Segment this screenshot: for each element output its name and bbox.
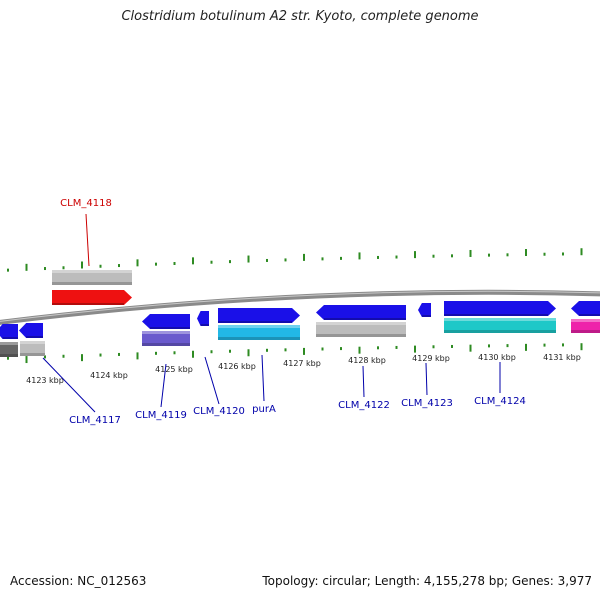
leader-line-clm4119 (160, 363, 167, 408)
gene-label-clm4117: CLM_4117 (69, 415, 121, 426)
gene-label-clm4120: CLM_4120 (193, 406, 245, 417)
leader-line-pura (261, 354, 265, 402)
feature-gene-clm4124-shade (444, 330, 556, 333)
genome-backbone (0, 289, 600, 325)
feature-cds-clm4122-shade (324, 318, 406, 320)
gene-label-clm4124: CLM_4124 (474, 396, 526, 407)
feature-gene-right-edge-shade (571, 330, 600, 333)
feature-gene-clm4122 (316, 322, 406, 337)
genome-summary-text: Topology: circular; Length: 4,155,278 bp… (262, 574, 592, 588)
leader-line-clm4122 (362, 365, 365, 398)
feature-gene-clm4118-highlight (52, 270, 132, 273)
feature-cds-clm4120 (197, 311, 209, 326)
gene-label-pura: purA (252, 404, 276, 415)
feature-gene-clm4122-highlight (316, 322, 406, 325)
feature-gene-clm4124-highlight (444, 318, 556, 321)
scale-tick-label: 4126 kbp (218, 362, 256, 371)
feature-gene-clm4117-shade (20, 353, 45, 356)
feature-gene-left-edge-highlight (0, 342, 18, 345)
feature-gene-clm4119-shade (142, 343, 190, 346)
feature-gene-left-edge (0, 342, 18, 357)
leader-line-clm4120 (204, 356, 220, 405)
scale-tick-label: 4123 kbp (26, 376, 64, 385)
feature-gene-pura-shade (218, 337, 300, 340)
feature-gene-left-edge-shade (0, 354, 18, 357)
map-title: Clostridium botulinum A2 str. Kyoto, com… (121, 9, 479, 24)
feature-cds-left-edge-shade (2, 337, 18, 339)
feature-gene-clm4118-shade (52, 282, 132, 285)
feature-cds-clm4122 (316, 305, 406, 320)
feature-cds-pura-shade (218, 321, 292, 323)
scale-tick-label: 4129 kbp (412, 354, 450, 363)
label-layer: 4123 kbp 4124 kbp 4125 kbp 4126 kbp 4127 kbp… (26, 198, 581, 426)
feature-gene-clm4119-highlight (142, 331, 190, 334)
feature-cds-right-edge (571, 301, 600, 316)
feature-cds-clm4123-shade (421, 315, 431, 317)
feature-cds-clm4119 (142, 314, 190, 329)
feature-cds-clm4118-shade (52, 303, 124, 305)
feature-cds-pura (218, 308, 300, 323)
feature-gene-clm4122-shade (316, 334, 406, 337)
scale-tick-label: 4128 kbp (348, 356, 386, 365)
feature-cds-clm4124-shade (444, 314, 548, 316)
gene-label-clm4123: CLM_4123 (401, 398, 453, 409)
feature-gene-pura-highlight (218, 325, 300, 328)
feature-cds-clm4120-shade (200, 324, 209, 326)
leader-line-clm4118 (85, 213, 90, 267)
gene-label-clm4122: CLM_4122 (338, 400, 390, 411)
leader-line-clm4123 (425, 362, 428, 396)
feature-gene-right-edge (571, 319, 600, 333)
accession-text: Accession: NC_012563 (10, 574, 147, 588)
scale-tick-label: 4130 kbp (478, 353, 516, 362)
feature-cds-clm4123 (418, 303, 431, 317)
feature-cds-right-edge-shade (579, 314, 600, 316)
feature-cds-clm4117-shade (26, 336, 43, 338)
feature-cds-clm4124 (444, 301, 556, 316)
genome-backbone-highlight (0, 290, 600, 322)
feature-gene-clm4124 (444, 318, 556, 333)
feature-gene-clm4117-highlight (20, 341, 45, 344)
scale-tick-label: 4127 kbp (283, 359, 321, 368)
feature-cds-left-edge (0, 324, 18, 339)
feature-gene-right-edge-highlight (571, 319, 600, 322)
feature-gene-clm4119 (142, 331, 190, 346)
scale-tick-label: 4131 kbp (543, 353, 581, 362)
scale-tick-label: 4124 kbp (90, 371, 128, 380)
feature-gene-clm4118 (52, 270, 132, 285)
feature-gene-pura (218, 325, 300, 340)
scale-tick-label: 4125 kbp (155, 365, 193, 374)
gene-label-clm4119: CLM_4119 (135, 410, 187, 421)
feature-gene-clm4117 (20, 341, 45, 356)
tick-layer (7, 248, 583, 364)
feature-cds-clm4118 (52, 290, 132, 305)
leader-line-clm4117 (42, 357, 96, 413)
feature-layer (0, 270, 600, 357)
feature-cds-clm4117 (19, 323, 43, 338)
gene-label-clm4118: CLM_4118 (60, 198, 112, 209)
feature-cds-clm4119-shade (150, 327, 190, 329)
